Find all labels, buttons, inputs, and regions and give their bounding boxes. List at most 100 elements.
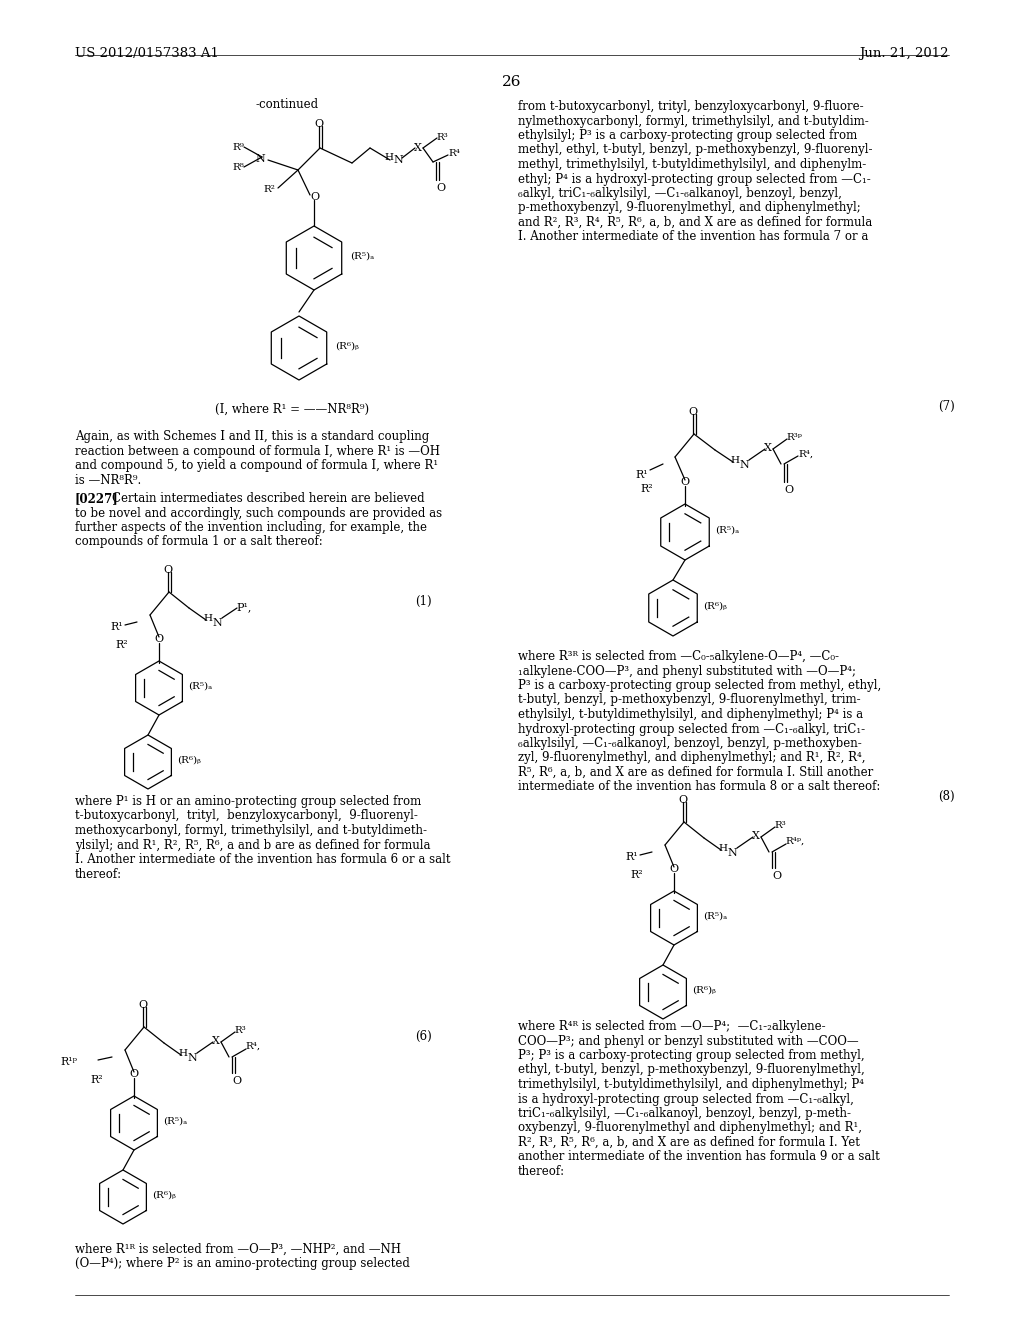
Text: where R⁴ᴿ is selected from —O—P⁴;  —C₁-₂alkylene-: where R⁴ᴿ is selected from —O—P⁴; —C₁-₂a… [518,1020,825,1034]
Text: [0227]: [0227] [75,492,119,506]
Text: O: O [669,865,678,874]
Text: N: N [727,847,736,858]
Text: (R⁶)ᵦ: (R⁶)ᵦ [703,602,727,611]
Text: N: N [255,154,265,164]
Text: -continued: -continued [255,98,318,111]
Text: R², R³, R⁵, R⁶, a, b, and X are as defined for formula I. Yet: R², R³, R⁵, R⁶, a, b, and X are as defin… [518,1137,860,1148]
Text: oxybenzyl, 9-fluorenylmethyl and diphenylmethyl; and R¹,: oxybenzyl, 9-fluorenylmethyl and dipheny… [518,1122,862,1134]
Text: N: N [739,459,749,470]
Text: zyl, 9-fluorenylmethyl, and diphenylmethyl; and R¹, R², R⁴,: zyl, 9-fluorenylmethyl, and diphenylmeth… [518,751,865,764]
Text: where R³ᴿ is selected from —C₀-₅alkylene-O—P⁴, —C₀-: where R³ᴿ is selected from —C₀-₅alkylene… [518,649,839,663]
Text: O: O [688,407,697,417]
Text: (R⁶)ᵦ: (R⁶)ᵦ [152,1191,176,1200]
Text: O: O [680,477,689,487]
Text: O: O [163,565,172,576]
Text: ethylsilyl, t-butyldimethylsilyl, and diphenylmethyl; P⁴ is a: ethylsilyl, t-butyldimethylsilyl, and di… [518,708,863,721]
Text: X: X [212,1036,220,1045]
Text: N: N [393,154,402,165]
Text: (R⁶)ᵦ: (R⁶)ᵦ [335,342,358,351]
Text: ethyl, t-butyl, benzyl, p-methoxybenzyl, 9-fluorenylmethyl,: ethyl, t-butyl, benzyl, p-methoxybenzyl,… [518,1064,864,1077]
Text: ethyl; P⁴ is a hydroxyl-protecting group selected from —C₁-: ethyl; P⁴ is a hydroxyl-protecting group… [518,173,870,186]
Text: P³; P³ is a carboxy-protecting group selected from methyl,: P³; P³ is a carboxy-protecting group sel… [518,1049,864,1063]
Text: (R⁵)ₐ: (R⁵)ₐ [163,1117,187,1126]
Text: (R⁵)ₐ: (R⁵)ₐ [715,525,739,535]
Text: t-butyl, benzyl, p-methoxybenzyl, 9-fluorenylmethyl, trim-: t-butyl, benzyl, p-methoxybenzyl, 9-fluo… [518,693,860,706]
Text: (R⁵)ₐ: (R⁵)ₐ [703,912,727,921]
Text: methoxycarbonyl, formyl, trimethylsilyl, and t-butyldimeth-: methoxycarbonyl, formyl, trimethylsilyl,… [75,824,427,837]
Text: R⁵, R⁶, a, b, and X are as defined for formula I. Still another: R⁵, R⁶, a, b, and X are as defined for f… [518,766,873,779]
Text: (8): (8) [938,789,954,803]
Text: p-methoxybenzyl, 9-fluorenylmethyl, and diphenylmethyl;: p-methoxybenzyl, 9-fluorenylmethyl, and … [518,202,861,214]
Text: H: H [718,843,727,853]
Text: R³: R³ [774,821,785,830]
Text: R⁴ᵖ,: R⁴ᵖ, [785,837,804,846]
Text: US 2012/0157383 A1: US 2012/0157383 A1 [75,48,219,59]
Text: H: H [178,1049,187,1059]
Text: Certain intermediates described herein are believed: Certain intermediates described herein a… [112,492,425,506]
Text: ₆alkyl, triC₁-₆alkylsilyl, —C₁-₆alkanoyl, benzoyl, benzyl,: ₆alkyl, triC₁-₆alkylsilyl, —C₁-₆alkanoyl… [518,187,842,201]
Text: is —NR⁸R⁹.: is —NR⁸R⁹. [75,474,141,487]
Text: (6): (6) [415,1030,432,1043]
Text: thereof:: thereof: [518,1166,565,1177]
Text: (I, where R¹ = ——NR⁸R⁹): (I, where R¹ = ——NR⁸R⁹) [215,403,369,416]
Text: R⁴,: R⁴, [798,450,813,459]
Text: (R⁶)ᵦ: (R⁶)ᵦ [692,986,716,995]
Text: R¹ᵖ: R¹ᵖ [60,1057,77,1067]
Text: O: O [310,191,319,202]
Text: COO—P³; and phenyl or benzyl substituted with —COO—: COO—P³; and phenyl or benzyl substituted… [518,1035,859,1048]
Text: is a hydroxyl-protecting group selected from —C₁-₆alkyl,: is a hydroxyl-protecting group selected … [518,1093,854,1106]
Text: to be novel and accordingly, such compounds are provided as: to be novel and accordingly, such compou… [75,507,442,520]
Text: O: O [232,1076,241,1086]
Text: R⁴: R⁴ [449,149,460,158]
Text: and R², R³, R⁴, R⁵, R⁶, a, b, and X are as defined for formula: and R², R³, R⁴, R⁵, R⁶, a, b, and X are … [518,216,872,228]
Text: ₁alkylene-COO—P³, and phenyl substituted with —O—P⁴;: ₁alkylene-COO—P³, and phenyl substituted… [518,664,856,677]
Text: another intermediate of the invention has formula 9 or a salt: another intermediate of the invention ha… [518,1151,880,1163]
Text: O: O [678,795,687,805]
Text: Jun. 21, 2012: Jun. 21, 2012 [859,48,949,59]
Text: O: O [314,119,324,129]
Text: reaction between a compound of formula I, where R¹ is —OH: reaction between a compound of formula I… [75,445,440,458]
Text: R²: R² [115,640,128,649]
Text: I. Another intermediate of the invention has formula 7 or a: I. Another intermediate of the invention… [518,231,868,243]
Text: ethylsilyl; P³ is a carboxy-protecting group selected from: ethylsilyl; P³ is a carboxy-protecting g… [518,129,857,143]
Text: O: O [436,183,445,193]
Text: methyl, ethyl, t-butyl, benzyl, p-methoxybenzyl, 9-fluorenyl-: methyl, ethyl, t-butyl, benzyl, p-methox… [518,144,872,157]
Text: compounds of formula 1 or a salt thereof:: compounds of formula 1 or a salt thereof… [75,536,323,549]
Text: R²: R² [630,870,643,880]
Text: methyl, trimethylsilyl, t-butyldimethylsilyl, and diphenylm-: methyl, trimethylsilyl, t-butyldimethyls… [518,158,866,172]
Text: N: N [187,1053,197,1063]
Text: (O—P⁴); where P² is an amino-protecting group selected: (O—P⁴); where P² is an amino-protecting … [75,1258,410,1270]
Text: and compound 5, to yield a compound of formula I, where R¹: and compound 5, to yield a compound of f… [75,459,438,473]
Text: intermediate of the invention has formula 8 or a salt thereof:: intermediate of the invention has formul… [518,780,881,793]
Text: O: O [772,871,781,880]
Text: R²: R² [90,1074,102,1085]
Text: R²: R² [640,484,652,494]
Text: t-butoxycarbonyl,  trityl,  benzyloxycarbonyl,  9-fluorenyl-: t-butoxycarbonyl, trityl, benzyloxycarbo… [75,809,418,822]
Text: R³: R³ [436,133,447,143]
Text: nylmethoxycarbonyl, formyl, trimethylsilyl, and t-butyldim-: nylmethoxycarbonyl, formyl, trimethylsil… [518,115,868,128]
Text: X: X [752,832,760,841]
Text: P¹,: P¹, [236,602,251,612]
Text: R¹: R¹ [110,622,123,632]
Text: O: O [129,1069,138,1078]
Text: R⁸: R⁸ [232,162,244,172]
Text: ylsilyl; and R¹, R², R⁵, R⁶, a and b are as defined for formula: ylsilyl; and R¹, R², R⁵, R⁶, a and b are… [75,838,430,851]
Text: R²: R² [263,185,274,194]
Text: (R⁵)ₐ: (R⁵)ₐ [350,252,374,261]
Text: O: O [154,634,163,644]
Text: trimethylsilyl, t-butyldimethylsilyl, and diphenylmethyl; P⁴: trimethylsilyl, t-butyldimethylsilyl, an… [518,1078,864,1092]
Text: R³: R³ [234,1026,246,1035]
Text: H: H [384,153,393,162]
Text: H: H [203,614,212,623]
Text: from t-butoxycarbonyl, trityl, benzyloxycarbonyl, 9-fluore-: from t-butoxycarbonyl, trityl, benzyloxy… [518,100,863,114]
Text: I. Another intermediate of the invention has formula 6 or a salt: I. Another intermediate of the invention… [75,853,451,866]
Text: 26: 26 [502,75,522,88]
Text: X: X [764,444,772,453]
Text: hydroxyl-protecting group selected from —C₁-₆alkyl, triC₁-: hydroxyl-protecting group selected from … [518,722,865,735]
Text: (R⁵)ₐ: (R⁵)ₐ [188,682,212,690]
Text: where R¹ᴿ is selected from —O—P³, —NHP², and —NH: where R¹ᴿ is selected from —O—P³, —NHP²,… [75,1243,401,1257]
Text: O: O [138,1001,147,1010]
Text: R⁹: R⁹ [232,143,244,152]
Text: thereof:: thereof: [75,867,122,880]
Text: Again, as with Schemes I and II, this is a standard coupling: Again, as with Schemes I and II, this is… [75,430,429,444]
